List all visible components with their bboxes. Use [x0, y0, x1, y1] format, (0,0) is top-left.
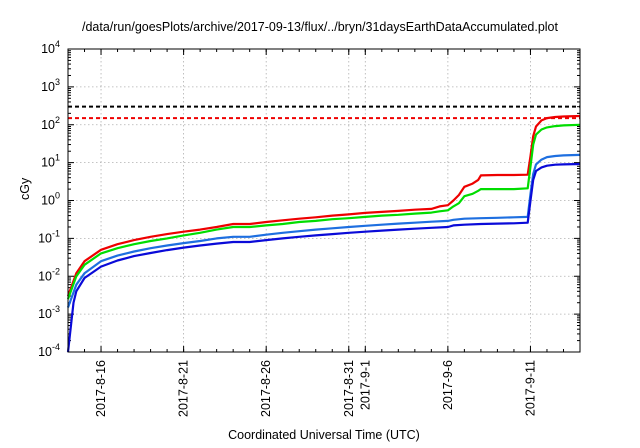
y-tick-label: 103	[41, 77, 60, 94]
series-line	[66, 114, 581, 297]
x-tick-label: 2017-9-11	[523, 360, 537, 416]
series-line	[66, 162, 581, 353]
y-tick-label: 104	[41, 39, 60, 56]
x-axis-label: Coordinated Universal Time (UTC)	[228, 428, 420, 442]
y-tick-label: 10-3	[38, 304, 60, 321]
y-tick-label: 101	[41, 153, 60, 170]
x-tick-label: 2017-8-16	[94, 360, 108, 417]
y-tick-label: 102	[41, 115, 60, 132]
y-tick-label: 10-2	[38, 266, 60, 283]
y-tick-label: 10-1	[38, 228, 60, 245]
y-axis-label: cGy	[18, 177, 32, 200]
x-tick-label: 2017-8-21	[177, 360, 191, 417]
series-line	[66, 153, 581, 308]
x-tick-label: 2017-8-26	[259, 360, 273, 417]
x-tick-label: 2017-9-1	[358, 360, 372, 410]
chart-title: /data/run/goesPlots/archive/2017-09-13/f…	[82, 20, 558, 34]
plot-frame	[67, 48, 581, 353]
series-line	[66, 123, 581, 300]
y-tick-label: 10-4	[38, 342, 60, 359]
x-tick-label: 2017-8-31	[342, 360, 356, 417]
y-tick-label: 100	[41, 191, 60, 208]
x-tick-label: 2017-9-6	[441, 360, 455, 410]
